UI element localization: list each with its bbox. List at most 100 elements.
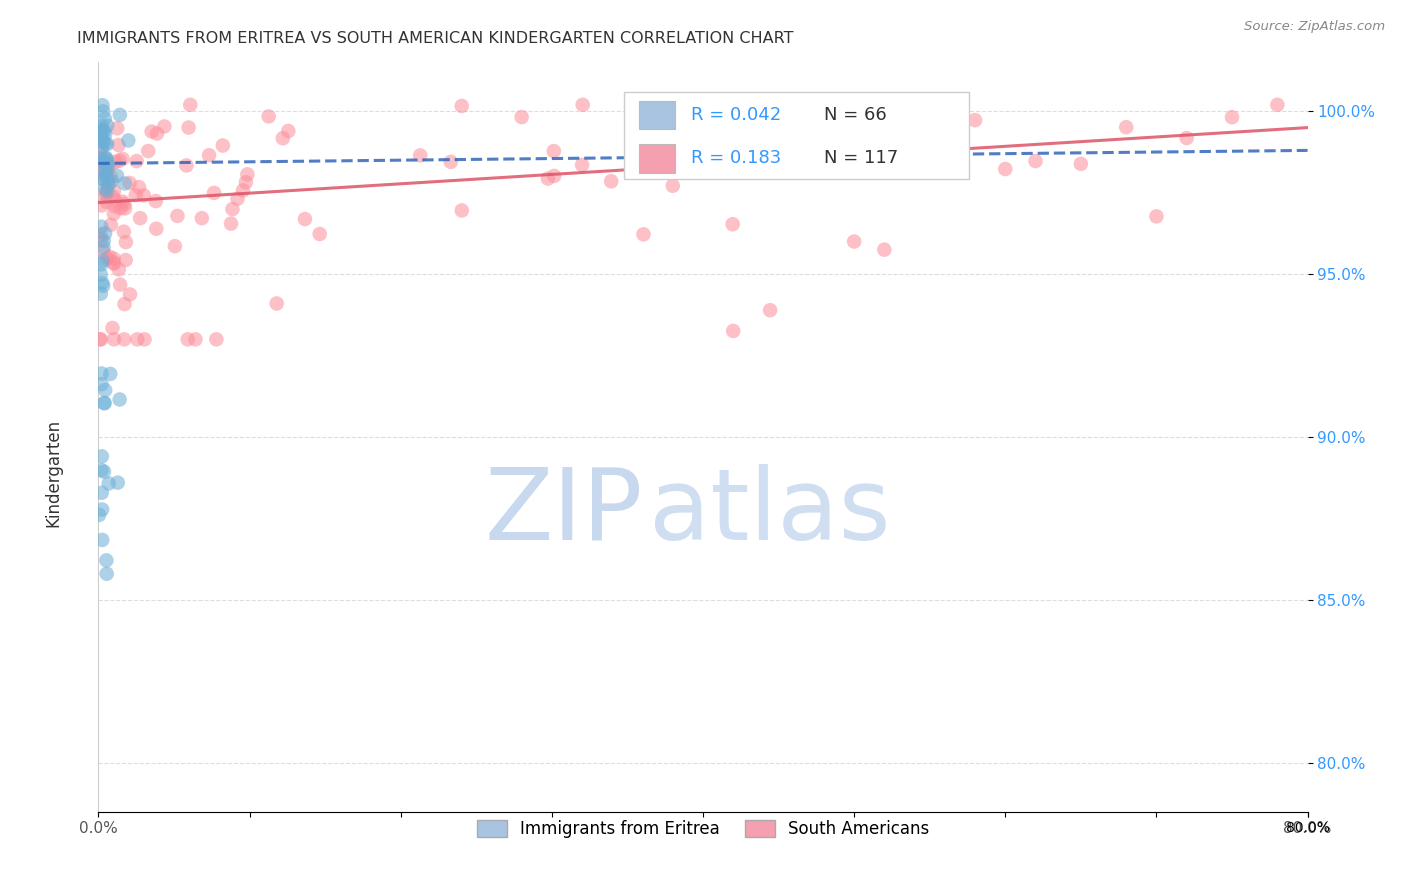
- Point: [94, 227, 117, 241]
- Point: [873, 243, 896, 257]
- Point: [90, 268, 112, 282]
- Point: [118, 287, 141, 301]
- Point: [132, 188, 155, 202]
- Point: [205, 332, 228, 346]
- Text: N = 117: N = 117: [824, 149, 898, 168]
- Point: [97, 178, 120, 192]
- Point: [108, 108, 131, 122]
- Point: [125, 154, 148, 169]
- Point: [101, 321, 124, 335]
- Point: [107, 262, 129, 277]
- Point: [91, 502, 114, 516]
- Point: [202, 186, 225, 200]
- Point: [96, 182, 118, 196]
- Bar: [638, 101, 675, 129]
- Point: [115, 235, 138, 249]
- Point: [94, 164, 117, 178]
- Point: [104, 194, 127, 208]
- Bar: [624, 93, 969, 178]
- Point: [90, 140, 112, 154]
- Point: [114, 253, 136, 268]
- Point: [277, 124, 299, 138]
- Point: [118, 176, 141, 190]
- Point: [965, 113, 987, 128]
- Point: [96, 252, 118, 266]
- Point: [111, 152, 134, 166]
- Point: [90, 332, 112, 346]
- Point: [117, 133, 139, 147]
- Point: [97, 160, 120, 174]
- Text: atlas: atlas: [648, 464, 890, 560]
- Point: [94, 182, 117, 196]
- Point: [112, 225, 135, 239]
- Point: [153, 120, 176, 134]
- Point: [89, 227, 111, 242]
- Point: [141, 124, 163, 138]
- Point: [94, 127, 117, 141]
- Point: [105, 169, 128, 183]
- Point: [96, 184, 118, 198]
- Point: [97, 173, 120, 187]
- Point: [91, 119, 114, 133]
- Point: [450, 203, 472, 218]
- Point: [661, 178, 683, 193]
- Point: [257, 110, 280, 124]
- Point: [740, 97, 762, 112]
- Point: [91, 253, 114, 268]
- Point: [96, 163, 118, 178]
- Point: [134, 332, 156, 346]
- Point: [89, 332, 111, 346]
- Point: [91, 125, 114, 139]
- Point: [90, 171, 112, 186]
- Point: [94, 187, 117, 202]
- Point: [103, 257, 125, 271]
- Point: [221, 202, 243, 216]
- Point: [108, 392, 131, 407]
- Point: [127, 332, 149, 346]
- Point: [271, 131, 294, 145]
- Point: [145, 194, 167, 208]
- Point: [91, 533, 114, 547]
- Point: [266, 296, 288, 310]
- Point: [98, 367, 121, 381]
- Point: [543, 144, 565, 158]
- Point: [89, 156, 111, 170]
- Text: Source: ZipAtlas.com: Source: ZipAtlas.com: [1244, 20, 1385, 33]
- Point: [114, 297, 136, 311]
- Point: [103, 255, 125, 269]
- Point: [219, 217, 242, 231]
- Point: [308, 227, 330, 241]
- Point: [198, 148, 221, 162]
- Point: [91, 151, 114, 165]
- Point: [103, 332, 125, 346]
- Point: [844, 235, 866, 249]
- Point: [89, 151, 111, 165]
- Point: [94, 164, 117, 178]
- Point: [235, 175, 257, 189]
- Point: [723, 324, 745, 338]
- Point: [94, 152, 117, 166]
- Point: [94, 155, 117, 169]
- Point: [759, 303, 782, 318]
- Point: [100, 218, 122, 232]
- Point: [114, 202, 136, 216]
- Point: [211, 138, 233, 153]
- Text: R = 0.042: R = 0.042: [690, 106, 782, 124]
- Point: [91, 104, 114, 119]
- Point: [1175, 131, 1198, 145]
- Point: [813, 140, 835, 154]
- Point: [93, 124, 115, 138]
- Point: [94, 187, 117, 202]
- Point: [600, 174, 623, 188]
- Point: [89, 162, 111, 177]
- Point: [226, 192, 249, 206]
- Point: [96, 172, 118, 186]
- Point: [128, 180, 150, 194]
- Point: [184, 332, 207, 346]
- Point: [94, 112, 117, 126]
- Point: [450, 99, 472, 113]
- Point: [1144, 210, 1167, 224]
- Point: [177, 120, 200, 135]
- Point: [96, 154, 118, 169]
- Point: [91, 98, 114, 112]
